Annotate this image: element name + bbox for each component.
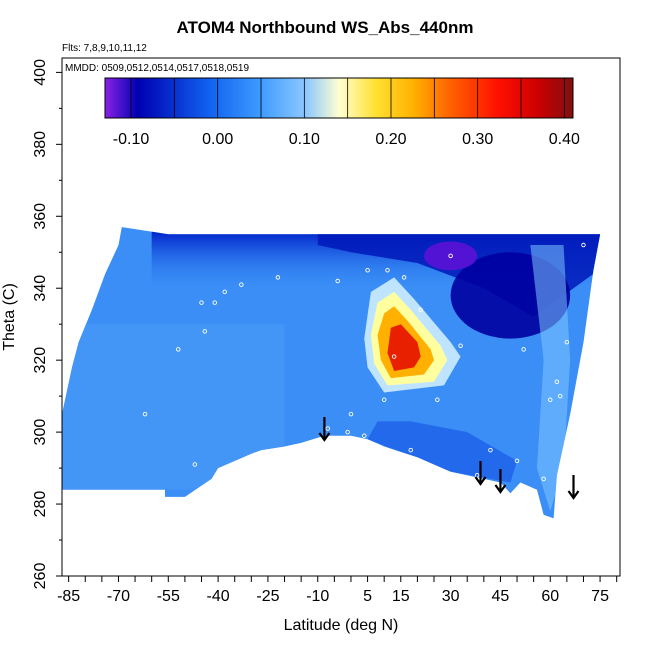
- field-band-west: [62, 324, 285, 490]
- flights-label: Flts: 7,8,9,10,11,12: [62, 43, 147, 54]
- sample-point: [391, 354, 397, 359]
- x-tick-label: 15: [392, 588, 410, 605]
- sample-point: [554, 379, 560, 385]
- sample-point: [142, 411, 148, 417]
- heatmap-field: [62, 227, 601, 519]
- sample-point: [488, 447, 493, 453]
- x-tick-label: 75: [591, 588, 609, 605]
- x-tick-label: -10: [306, 588, 329, 605]
- y-tick-label: 400: [32, 59, 49, 86]
- sample-point: [199, 300, 204, 305]
- sample-point: [541, 476, 546, 482]
- sample-point: [212, 300, 218, 305]
- sample-point: [348, 411, 354, 417]
- y-tick-label: 320: [32, 347, 49, 374]
- y-tick-label: 260: [32, 563, 49, 590]
- x-tick-label: 60: [541, 588, 559, 605]
- x-tick-label: -55: [157, 588, 180, 605]
- plot-frame: [61, 57, 621, 577]
- x-tick-label: 5: [363, 588, 372, 605]
- colorbar-tick-label: 0.30: [462, 131, 493, 148]
- sample-point: [435, 397, 440, 402]
- chart-title: ATOM4 Northbound WS_Abs_440nm: [176, 18, 474, 37]
- y-tick-label: 300: [32, 419, 49, 446]
- colorbar-tick-label: -0.10: [113, 131, 150, 148]
- sample-points: [69, 242, 586, 482]
- sample-point: [175, 347, 181, 352]
- sample-point: [192, 462, 198, 467]
- sample-point: [514, 458, 520, 464]
- sample-point: [69, 347, 75, 352]
- colorbar-tick-label: 0.40: [549, 131, 580, 148]
- y-tick-label: 340: [32, 275, 49, 302]
- arrow-marker: [318, 417, 331, 442]
- x-tick-label: -25: [256, 588, 279, 605]
- colorbar-gradient: [104, 77, 574, 119]
- y-tick-label: 380: [32, 131, 49, 158]
- sample-point: [474, 473, 480, 478]
- x-tick-label: -40: [207, 588, 230, 605]
- x-tick-label: -85: [57, 588, 80, 605]
- arrow-marker: [474, 461, 487, 486]
- field-plume-core: [387, 324, 421, 371]
- y-axis: 260 280 300 320 340 360 380 400: [32, 59, 62, 589]
- field-band-east: [530, 245, 571, 512]
- sample-point: [381, 397, 387, 402]
- sample-point: [448, 253, 453, 259]
- x-tick-label: 30: [442, 588, 460, 605]
- colorbar: -0.10 0.00 0.10 0.20 0.30 0.40: [104, 77, 580, 148]
- mmdd-label: MMDD: 0509,0512,0514,0517,0518,0519: [65, 63, 249, 74]
- sample-point: [222, 289, 227, 295]
- sample-point: [581, 242, 586, 248]
- colorbar-tick-label: 0.10: [289, 131, 320, 148]
- sample-point: [239, 282, 244, 287]
- sample-point: [385, 267, 390, 273]
- sample-point: [557, 393, 563, 399]
- sample-point: [458, 343, 463, 349]
- sample-point: [375, 444, 380, 449]
- colorbar-tick-label: 0.20: [375, 131, 406, 148]
- arrow-marker: [494, 469, 507, 494]
- x-axis-label: Latitude (deg N): [284, 617, 399, 634]
- sample-point: [202, 329, 208, 334]
- sample-point: [365, 267, 370, 273]
- x-axis: -85 -70 -55 -40 -25 -10 5 15 30 45 60 75: [57, 576, 618, 605]
- sample-point: [418, 307, 423, 313]
- sample-point: [521, 347, 526, 352]
- sample-point: [564, 339, 570, 345]
- y-tick-label: 280: [32, 491, 49, 518]
- y-tick-label: 360: [32, 203, 49, 230]
- arrow-marker: [567, 475, 580, 500]
- sample-point: [335, 278, 340, 284]
- sample-point: [362, 433, 367, 438]
- sample-point: [548, 397, 553, 402]
- colorbar-tick-label: 0.00: [202, 131, 233, 148]
- sample-point: [325, 426, 330, 431]
- y-axis-label: Theta (C): [1, 283, 18, 351]
- sample-point: [408, 447, 414, 453]
- field-minimum-purple: [424, 241, 478, 271]
- sample-point: [345, 429, 350, 435]
- tropopause-arrows: [318, 417, 580, 500]
- sample-point: [275, 275, 281, 280]
- sample-point: [401, 275, 407, 280]
- x-tick-label: 45: [492, 588, 510, 605]
- x-tick-label: -70: [107, 588, 130, 605]
